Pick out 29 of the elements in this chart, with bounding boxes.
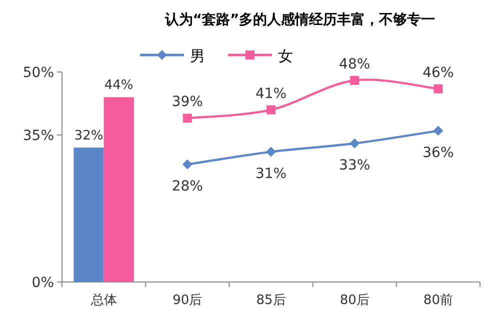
data-label: 48% <box>339 56 370 72</box>
x-tick-label: 80前 <box>423 293 453 308</box>
data-label: 32% <box>74 128 104 144</box>
point <box>350 76 360 85</box>
y-tick-label: 0% <box>32 275 54 291</box>
point <box>266 146 276 157</box>
point <box>182 159 192 170</box>
data-label: 41% <box>255 86 287 102</box>
data-label: 28% <box>172 178 203 194</box>
y-tick-label: 50% <box>22 65 54 81</box>
data-label: 31% <box>255 166 287 182</box>
point <box>433 126 444 136</box>
data-label: 36% <box>422 144 454 161</box>
legend-label: 女 <box>278 47 293 65</box>
x-tick-label: 80后 <box>340 293 370 308</box>
x-tick-label: 总体 <box>90 293 117 308</box>
data-label: 46% <box>422 64 454 81</box>
x-tick-label: 85后 <box>256 293 286 308</box>
y-tick-label: 35% <box>22 128 54 144</box>
point <box>350 138 360 148</box>
point <box>266 105 276 114</box>
data-label: 33% <box>339 157 370 174</box>
legend-label: 男 <box>190 47 205 65</box>
data-label: 39% <box>172 94 203 110</box>
x-tick-label: 90后 <box>172 293 202 308</box>
title: 认为“套路”多的人感情经历丰富，不够专一 <box>164 12 436 28</box>
point <box>182 114 192 123</box>
point <box>434 84 443 94</box>
data-label: 44% <box>104 78 134 94</box>
